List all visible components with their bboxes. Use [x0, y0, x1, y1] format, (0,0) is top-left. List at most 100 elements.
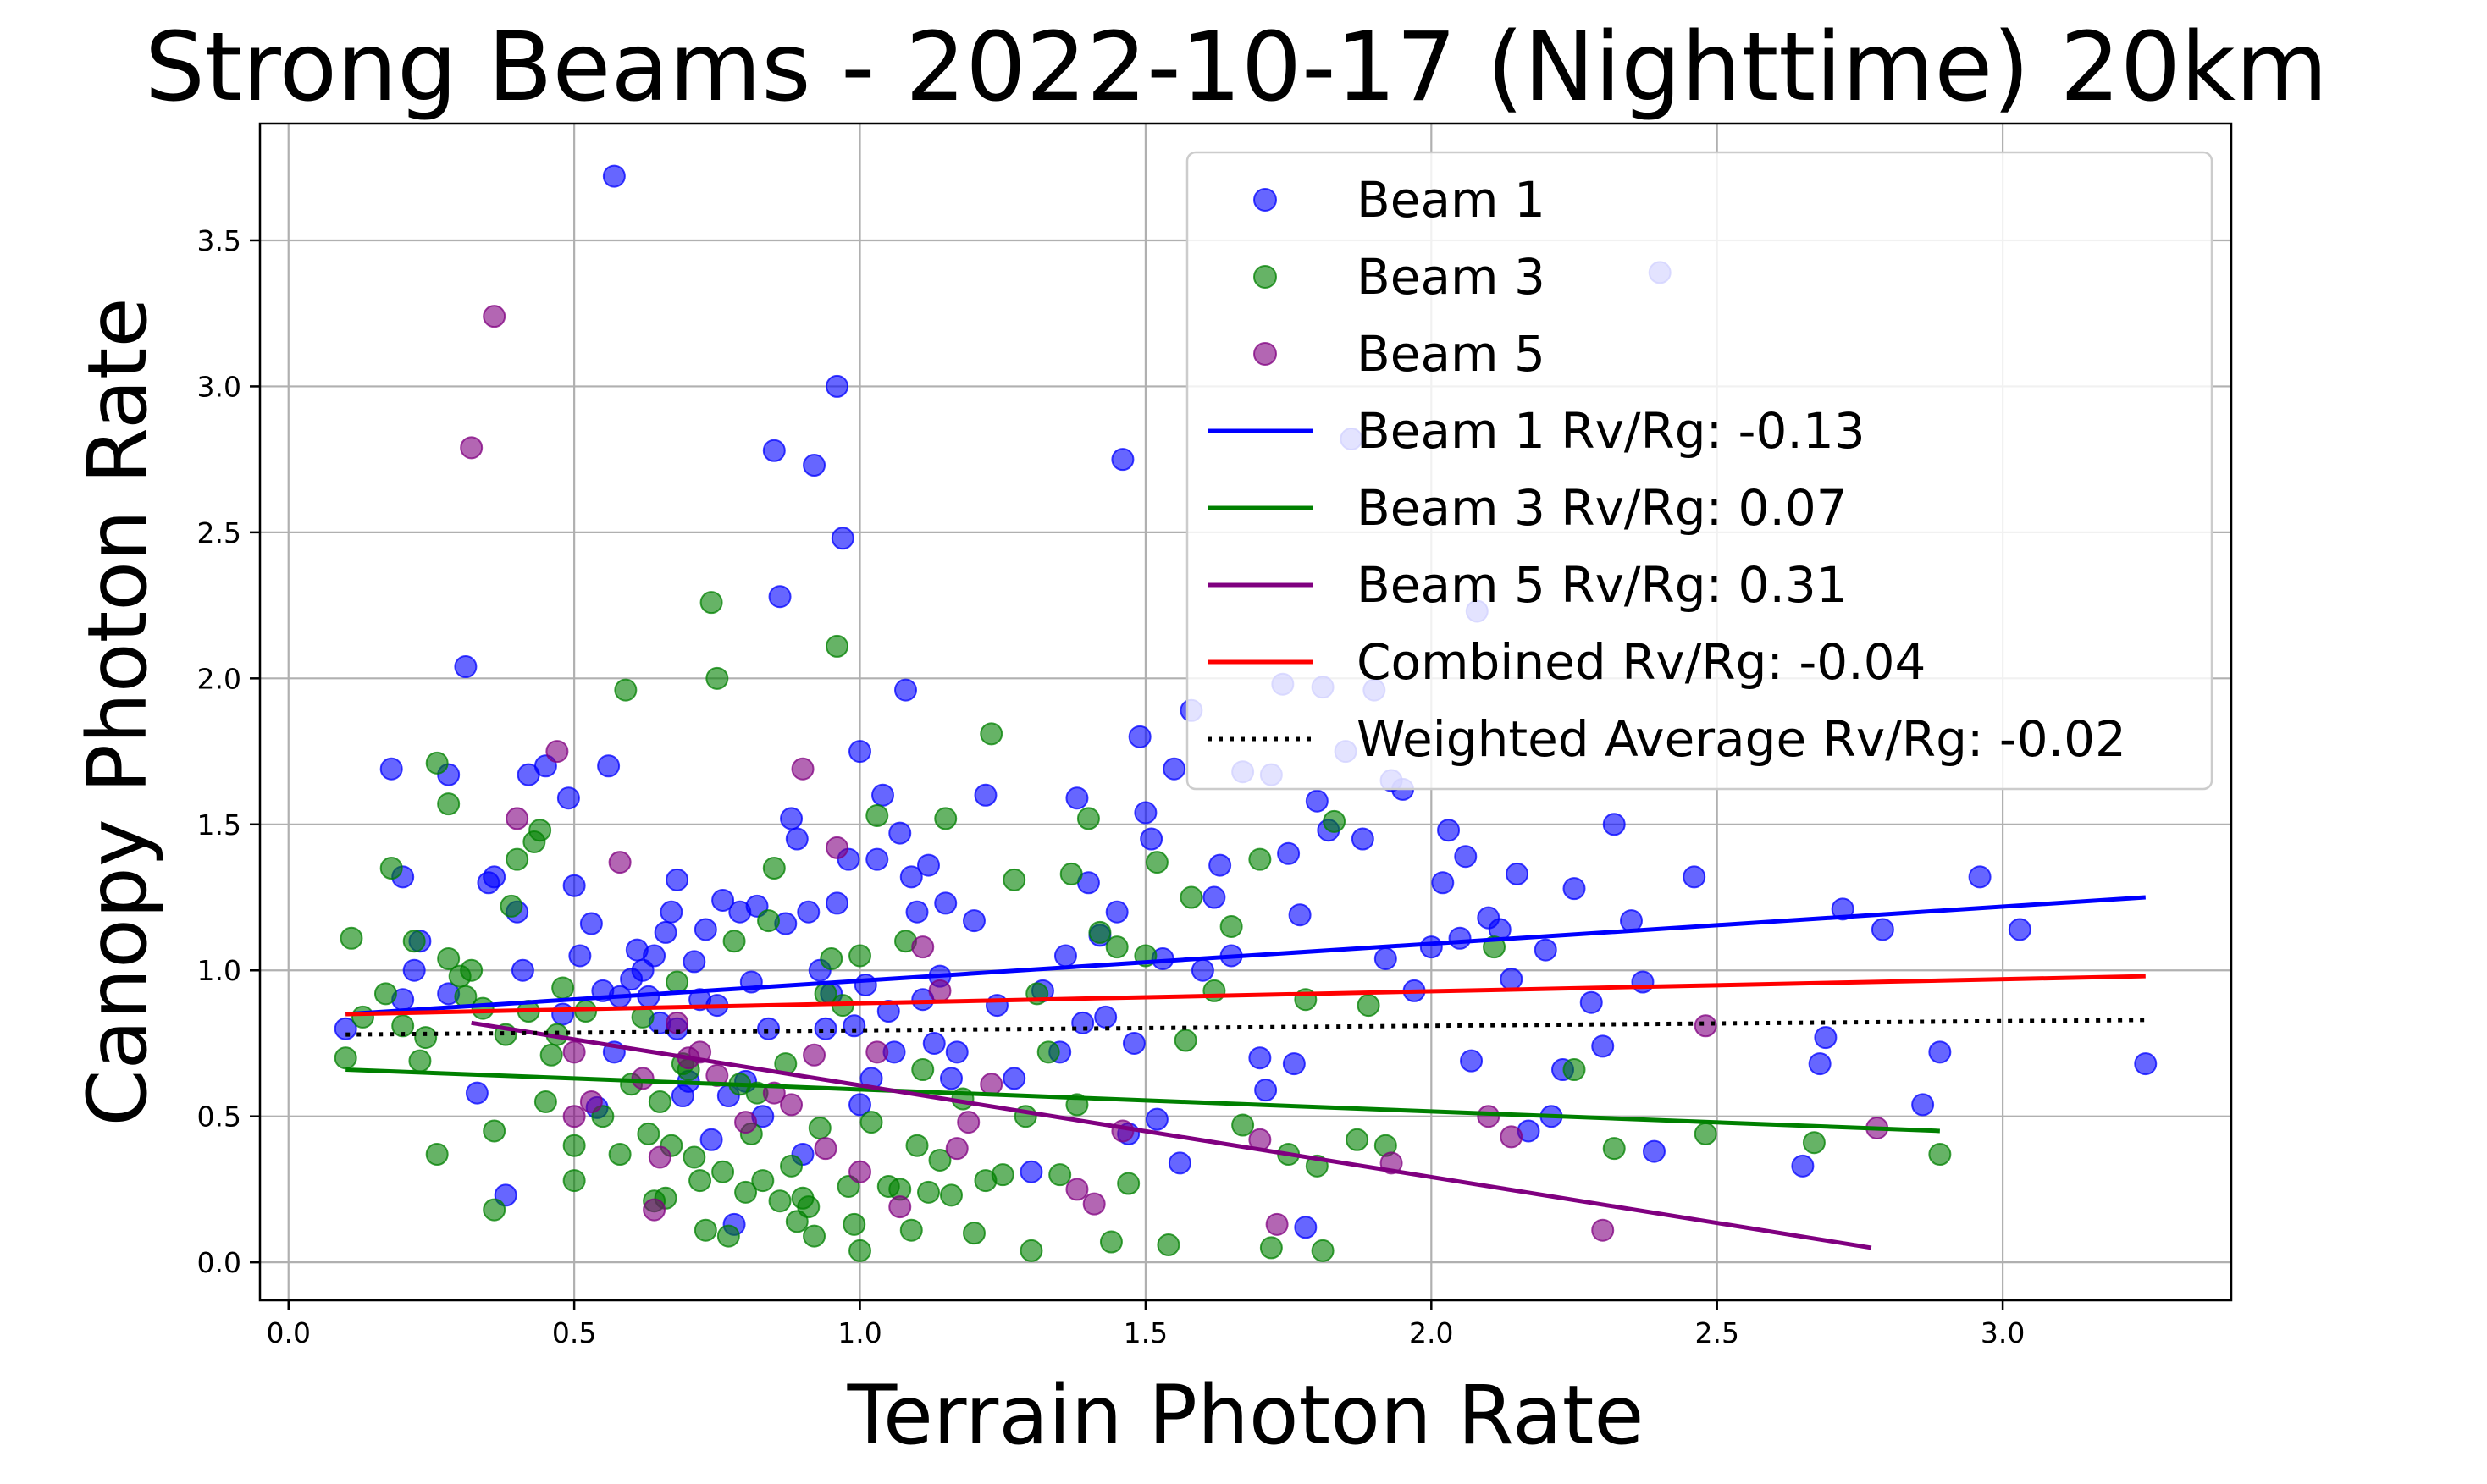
legend-label: Beam 1 [1357, 171, 1545, 229]
beam-3-point [437, 792, 461, 816]
beam-1-point [654, 920, 677, 944]
beam-3-point [1180, 885, 1203, 909]
beam-1-point [1248, 1046, 1272, 1070]
beam-1-point [334, 1017, 357, 1040]
legend-marker [1253, 265, 1277, 289]
beam-1-point [454, 655, 478, 679]
beam-3-point [539, 1043, 563, 1067]
beam-1-point [797, 900, 821, 924]
beam-1-point [1534, 938, 1557, 962]
beam-1-point [1122, 1031, 1146, 1055]
beam-3-point [1248, 847, 1272, 871]
beam-3-point [483, 1198, 506, 1222]
beam-3-point [637, 1122, 660, 1145]
beam-1-point [1111, 448, 1135, 472]
beam-5-point [1694, 1014, 1717, 1038]
beam-5-rv-rg-0-31-line [471, 1020, 1872, 1250]
beam-3-point [757, 909, 781, 933]
weighted-average-rv-rg-0-02-line [345, 1018, 2146, 1037]
combined-rv-rg-0-04-line [345, 974, 2146, 1017]
beam-3-point [528, 819, 552, 842]
beam-3-point [1357, 994, 1380, 1018]
x-tick-label: 1.0 [837, 1316, 882, 1349]
x-tick-label: 0.5 [552, 1316, 596, 1349]
beam-5-point [1500, 1125, 1523, 1149]
beam-1-point [1282, 1052, 1306, 1076]
beam-3-point [711, 1160, 735, 1183]
y-tick-label: 0.0 [197, 1246, 241, 1279]
beam-1-point [1831, 897, 1854, 921]
beam-5-point [826, 836, 849, 859]
beam-5-point [980, 1073, 1003, 1096]
beam-3-point [506, 847, 529, 871]
beam-1-point [1683, 865, 1706, 889]
beam-3-point [614, 678, 638, 702]
beam-3-point [808, 1117, 832, 1140]
beam-1-point [1562, 877, 1586, 901]
x-axis-label: Terrain Photon Rate [847, 1368, 1644, 1463]
beam-3-point [1003, 868, 1026, 891]
beam-3-point [939, 1183, 963, 1207]
beam-3-point [1036, 1040, 1060, 1064]
beam-3-point [425, 751, 449, 775]
beam-1-point [780, 807, 804, 830]
beam-1-point [1191, 958, 1214, 982]
beam-3-point [734, 1180, 758, 1204]
beam-3-point [666, 970, 689, 994]
beam-5-point [643, 1198, 666, 1222]
beam-1-point [888, 821, 912, 845]
beam-3-point [1059, 862, 1083, 885]
beam-3-point [1088, 920, 1112, 944]
beam-3-point [722, 930, 746, 953]
beam-3-point [848, 1239, 872, 1262]
y-tick-label: 2.0 [197, 662, 241, 695]
beam-1-point [1254, 1079, 1278, 1102]
beam-1-point [1065, 786, 1089, 810]
beam-3-point [751, 1169, 775, 1193]
y-tick-label: 1.5 [197, 808, 241, 841]
beam-3-point [916, 1180, 940, 1204]
beam-1-point [699, 1128, 723, 1151]
beam-1-point [402, 958, 426, 982]
beam-3-point [340, 926, 363, 950]
beam-3-point [1202, 979, 1226, 1002]
beam-5-point [945, 1137, 969, 1161]
beam-5-point [911, 935, 935, 959]
beam-5-point [545, 740, 569, 764]
beam-5-point [562, 1105, 586, 1128]
beam-1-point [1419, 935, 1443, 959]
beam-1-point [660, 900, 683, 924]
beam-1-point [2008, 918, 2031, 941]
chart-title: Strong Beams - 2022-10-17 (Nighttime) 20… [145, 13, 2328, 123]
beam-3-point [425, 1143, 449, 1167]
legend-label: Weighted Average Rv/Rg: -0.02 [1357, 710, 2126, 768]
beam-3-point [391, 1014, 415, 1038]
beam-1-point [579, 912, 603, 935]
beam-5-point [865, 1040, 889, 1064]
beam-3-point [1346, 1128, 1369, 1151]
beam-3-point [1105, 935, 1129, 959]
beam-3-point [437, 946, 461, 970]
beam-3-point [962, 1222, 986, 1245]
beam-3-point [500, 894, 523, 918]
beam-1-point [1460, 1049, 1484, 1073]
beam-1-point [1128, 725, 1152, 748]
beam-5-point [791, 757, 815, 781]
beam-1-point [483, 865, 506, 889]
beam-3-point [414, 1026, 438, 1050]
x-tick-label: 2.0 [1409, 1316, 1453, 1349]
beam-5-point [1591, 1218, 1615, 1242]
beam-1-point [1163, 757, 1186, 781]
beam-5-point [780, 1093, 804, 1117]
legend-label: Beam 1 Rv/Rg: -0.13 [1357, 402, 1865, 460]
beam-5-point [888, 1195, 912, 1219]
beam-3-point [848, 944, 872, 968]
beam-1-point [922, 1031, 946, 1055]
beam-1-point [465, 1081, 489, 1105]
beam-5-point [734, 1111, 758, 1134]
beam-3-point [373, 982, 397, 1006]
beam-1-point [683, 950, 706, 974]
beam-3-point [471, 996, 495, 1020]
beam-1-point [1134, 801, 1158, 825]
